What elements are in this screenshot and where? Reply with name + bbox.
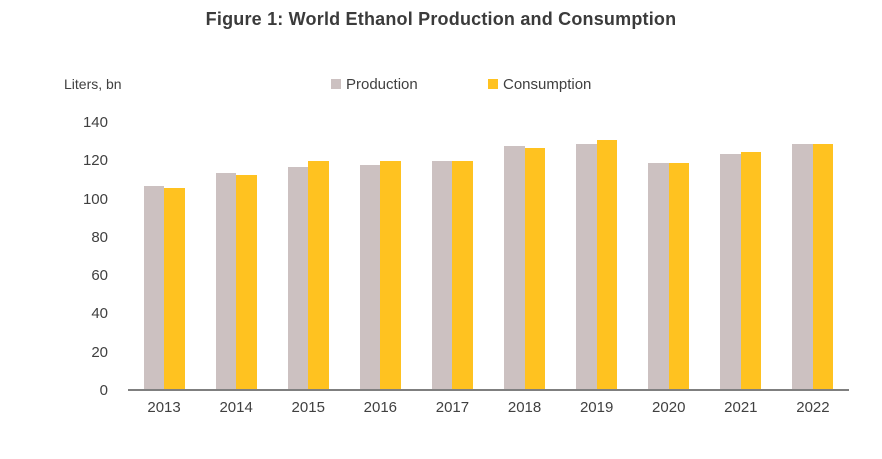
bar-production-2022	[792, 144, 813, 391]
x-tick-label-2013: 2013	[147, 399, 181, 416]
legend-label-production: Production	[346, 75, 418, 93]
bar-production-2015	[287, 167, 309, 391]
legend-marker-consumption-icon	[488, 79, 498, 89]
legend-label-consumption: Consumption	[503, 75, 592, 93]
legend-item-consumption: Consumption	[488, 75, 592, 93]
x-tick-label-2015: 2015	[291, 399, 325, 416]
x-tick-label-2021: 2021	[724, 399, 758, 416]
bar-consumption-2022	[812, 144, 834, 391]
bar-production-2021	[720, 153, 741, 391]
y-tick-label-40: 40	[91, 305, 108, 323]
x-tick-label-2017: 2017	[435, 399, 470, 416]
x-tick-label-2020: 2020	[652, 399, 686, 416]
x-tick-label-2016: 2016	[363, 399, 398, 416]
bar-consumption-2017	[452, 161, 473, 391]
bar-consumption-2013	[164, 188, 185, 391]
bar-production-2013	[143, 186, 164, 391]
bar-production-2020	[648, 163, 669, 391]
bar-consumption-2021	[740, 151, 762, 391]
bar-consumption-2019	[596, 140, 618, 391]
x-tick-label-2014: 2014	[219, 399, 253, 416]
y-tick-label-120: 120	[82, 152, 108, 170]
bar-consumption-2014	[236, 174, 257, 391]
bar-production-2016	[359, 165, 381, 391]
y-tick-label-60: 60	[91, 267, 108, 285]
y-tick-label-0: 0	[99, 382, 108, 399]
bar-consumption-2018	[524, 147, 545, 391]
y-tick-label-20: 20	[91, 343, 108, 361]
bar-production-2017	[431, 161, 453, 391]
bar-production-2014	[215, 172, 237, 391]
bar-consumption-2020	[668, 163, 690, 391]
y-tick-label-140: 140	[82, 114, 108, 131]
chart-title: Figure 1: World Ethanol Production and C…	[205, 9, 677, 29]
bar-production-2019	[576, 144, 597, 391]
y-tick-label-80: 80	[91, 228, 108, 246]
x-tick-label-2019: 2019	[579, 399, 614, 416]
y-tick-label-100: 100	[82, 190, 108, 208]
bar-production-2018	[504, 145, 525, 391]
bar-consumption-2016	[380, 161, 401, 391]
x-tick-label-2022: 2022	[796, 399, 830, 416]
y-axis-unit-label: Liters, bn	[64, 76, 122, 92]
legend-marker-production-icon	[331, 79, 341, 89]
x-tick-label-2018: 2018	[507, 399, 542, 416]
legend-item-production: Production	[331, 75, 418, 93]
bar-consumption-2015	[308, 161, 329, 391]
plot-area	[128, 123, 849, 391]
x-axis-line	[128, 389, 849, 391]
